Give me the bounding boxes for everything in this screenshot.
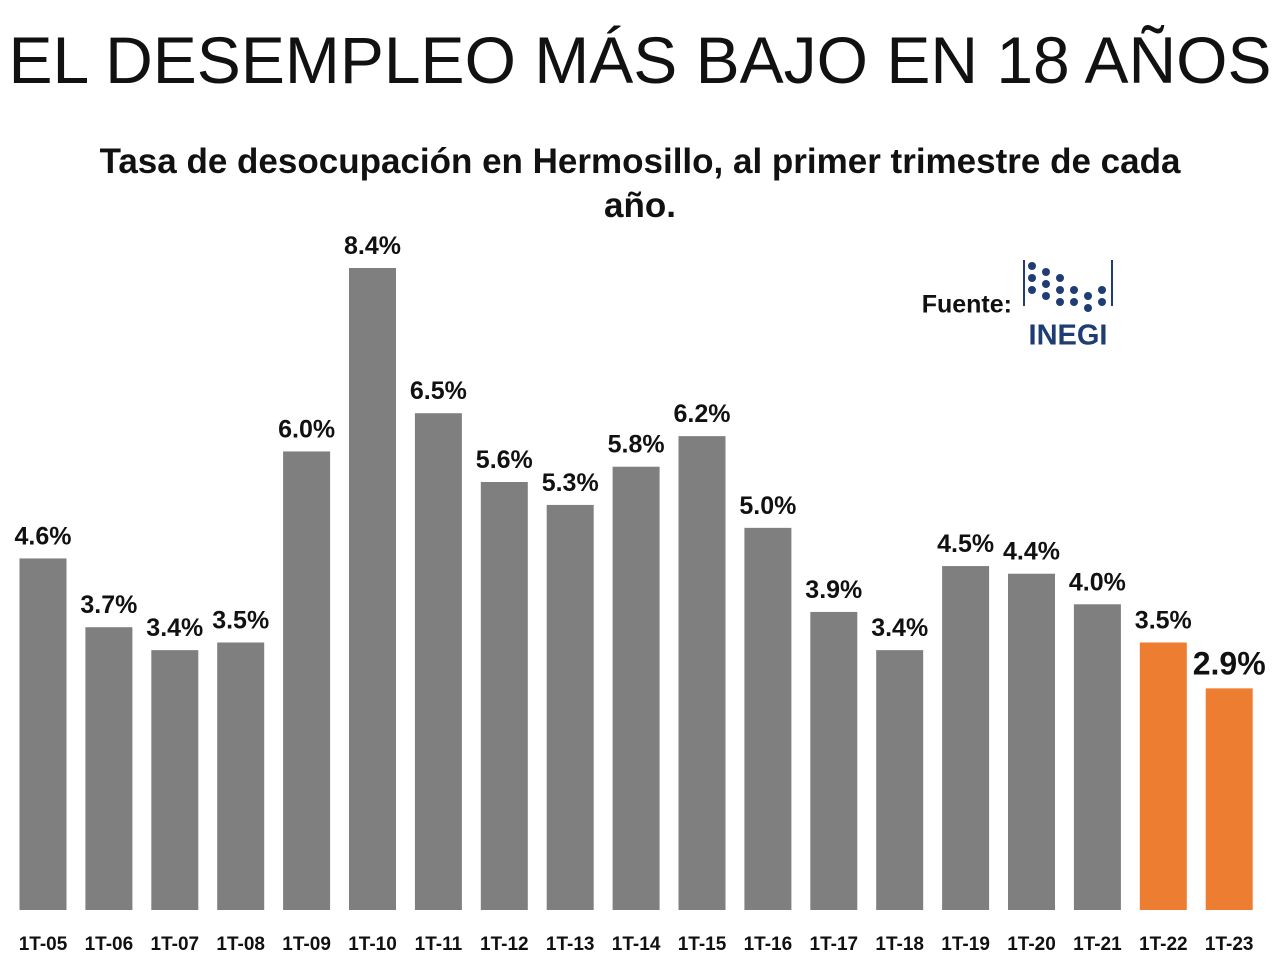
chart-subtitle: Tasa de desocupación en Hermosillo, al p…: [99, 142, 1181, 225]
x-tick-label: 1T-07: [151, 934, 200, 955]
bar: [283, 451, 331, 910]
bar: [942, 566, 990, 910]
x-tick-label: 1T-06: [85, 934, 134, 955]
bar: [1205, 688, 1253, 910]
value-label: 3.5%: [1135, 607, 1192, 635]
bar: [1073, 604, 1121, 910]
x-tick-label: 1T-20: [1007, 934, 1056, 955]
x-tick-label: 1T-22: [1139, 934, 1188, 955]
bar: [480, 482, 528, 910]
bar: [744, 527, 792, 910]
value-label: 4.5%: [937, 530, 994, 558]
bar: [876, 650, 924, 910]
bar: [612, 466, 660, 910]
chart-title: EL DESEMPLEO MÁS BAJO EN 18 AÑOS: [8, 23, 1272, 97]
x-tick-label: 1T-08: [216, 934, 265, 955]
value-label: 8.4%: [344, 232, 401, 260]
bar: [678, 436, 726, 910]
bar: [151, 650, 199, 910]
x-tick-label: 1T-14: [612, 934, 661, 955]
value-label: 3.9%: [805, 576, 862, 604]
value-label: 4.6%: [15, 522, 72, 550]
bar: [810, 611, 858, 910]
bar: [19, 558, 67, 910]
x-tick-label: 1T-19: [941, 934, 990, 955]
x-tick-label: 1T-16: [744, 934, 793, 955]
value-label: 3.5%: [212, 607, 269, 635]
value-label: 4.4%: [1003, 538, 1060, 566]
inegi-logo-dots: [1023, 260, 1113, 312]
value-label: 3.4%: [871, 614, 928, 642]
bar: [1008, 573, 1055, 910]
value-label: 6.5%: [410, 377, 467, 405]
value-label: 3.7%: [80, 591, 137, 619]
value-label: 4.0%: [1069, 568, 1126, 596]
value-label: 5.6%: [476, 446, 533, 474]
value-label: 6.0%: [278, 415, 335, 443]
x-tick-label: 1T-15: [678, 934, 727, 955]
source-logo: INEGI: [1029, 320, 1108, 352]
bar: [414, 413, 462, 910]
bar: [349, 268, 396, 910]
bar: [217, 642, 265, 910]
value-label: 5.0%: [739, 492, 796, 520]
x-tick-label: 1T-23: [1205, 934, 1254, 955]
x-tick-label: 1T-13: [546, 934, 595, 955]
x-tick-label: 1T-12: [480, 934, 529, 955]
value-label: 5.3%: [542, 469, 599, 497]
x-tick-label: 1T-09: [282, 934, 331, 955]
bar: [85, 627, 133, 910]
value-label: 2.9%: [1193, 645, 1266, 681]
x-tick-label: 1T-21: [1073, 934, 1122, 955]
value-label: 5.8%: [608, 431, 665, 459]
x-tick-label: 1T-10: [348, 934, 397, 955]
value-label: 3.4%: [146, 614, 203, 642]
x-tick-label: 1T-11: [415, 934, 463, 955]
x-tick-label: 1T-18: [875, 934, 924, 955]
value-label: 6.2%: [674, 400, 731, 428]
x-tick-label: 1T-17: [810, 934, 859, 955]
source-label: Fuente:: [922, 291, 1012, 319]
bar: [546, 504, 594, 910]
x-tick-label: 1T-05: [19, 934, 68, 955]
bar: [1139, 642, 1187, 910]
